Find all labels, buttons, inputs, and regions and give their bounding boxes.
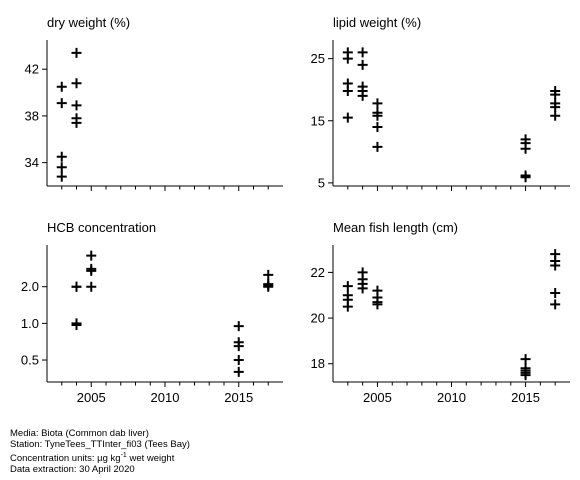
data-point — [71, 100, 82, 111]
data-point — [550, 260, 561, 271]
footer-units-sup: -1 — [120, 452, 127, 459]
data-point — [233, 366, 244, 377]
data-point — [233, 341, 244, 352]
y-tick-label: 25 — [311, 51, 325, 66]
data-point — [342, 85, 353, 96]
y-tick-label: 18 — [311, 356, 325, 371]
y-tick-label: 5 — [318, 175, 325, 190]
footer-units-suffix: wet weight — [126, 453, 175, 465]
data-point — [550, 299, 561, 310]
footer-media: Media: Biota (Common dab liver) — [10, 428, 149, 439]
panel-1: dry weight (%) 34 38 42 — [25, 15, 283, 191]
data-point — [520, 370, 531, 381]
panel-title: HCB concentration — [47, 220, 156, 235]
data-point — [357, 47, 368, 58]
y-tick-label: 34 — [25, 155, 39, 170]
panel-4: Mean fish length (cm) 18 20 22 2005 2010 2015 — [311, 220, 570, 405]
data-point — [86, 265, 97, 276]
data-point — [550, 110, 561, 121]
footer-notes: Media: Biota (Common dab liver) Station:… — [10, 428, 190, 475]
y-tick-label: 22 — [311, 265, 325, 280]
data-point — [372, 98, 383, 109]
data-point — [550, 287, 561, 298]
data-point — [342, 53, 353, 64]
x-tick-label: 2005 — [77, 390, 106, 405]
panel-2: lipid weight (%) 5 15 25 — [311, 15, 570, 191]
data-point — [357, 90, 368, 101]
data-point — [71, 281, 82, 292]
y-tick-label: 42 — [25, 62, 39, 77]
data-point — [263, 281, 274, 292]
footer-units: Concentration units: µg kg-1 wet weight — [10, 450, 190, 464]
data-point — [86, 250, 97, 261]
data-point — [56, 81, 67, 92]
data-point — [520, 354, 531, 365]
data-point — [520, 172, 531, 183]
data-point — [342, 281, 353, 292]
data-point — [86, 281, 97, 292]
data-point — [71, 78, 82, 89]
data-point — [233, 355, 244, 366]
data-point — [550, 89, 561, 100]
panel-title: lipid weight (%) — [333, 15, 421, 30]
footer-station: Station: TyneTees_TTInter_fi03 (Tees Bay… — [10, 439, 190, 450]
data-point — [342, 112, 353, 123]
y-tick-label: 1.0 — [21, 316, 39, 331]
data-point — [56, 151, 67, 162]
data-point — [56, 162, 67, 173]
data-point — [342, 301, 353, 312]
data-point — [357, 283, 368, 294]
x-tick-label: 2005 — [363, 390, 392, 405]
data-point — [357, 59, 368, 70]
data-point — [56, 98, 67, 109]
y-tick-label: 20 — [311, 311, 325, 326]
data-point — [71, 117, 82, 128]
data-point — [520, 143, 531, 154]
data-point — [56, 171, 67, 182]
data-point — [71, 319, 82, 330]
footer-units-prefix: Concentration units: µg kg — [10, 453, 121, 465]
y-tick-label: 38 — [25, 108, 39, 123]
data-point — [372, 121, 383, 132]
data-point — [550, 102, 561, 113]
panel-title: Mean fish length (cm) — [333, 220, 458, 235]
x-tick-label: 2015 — [224, 390, 253, 405]
x-tick-label: 2015 — [511, 390, 540, 405]
y-tick-label: 15 — [311, 113, 325, 128]
panel-title: dry weight (%) — [47, 15, 130, 30]
data-point — [71, 47, 82, 58]
data-point — [233, 321, 244, 332]
panel-3: HCB concentration 0.5 1.0 2.0 2005 2010 2015 — [21, 220, 283, 405]
footer-extraction: Data extraction: 30 April 2020 — [10, 464, 135, 476]
x-tick-label: 2010 — [437, 390, 466, 405]
x-tick-label: 2010 — [151, 390, 180, 405]
y-tick-label: 0.5 — [21, 353, 39, 368]
data-point — [263, 269, 274, 280]
data-point — [372, 299, 383, 310]
data-point — [372, 110, 383, 121]
data-point — [372, 141, 383, 152]
y-tick-label: 2.0 — [21, 279, 39, 294]
